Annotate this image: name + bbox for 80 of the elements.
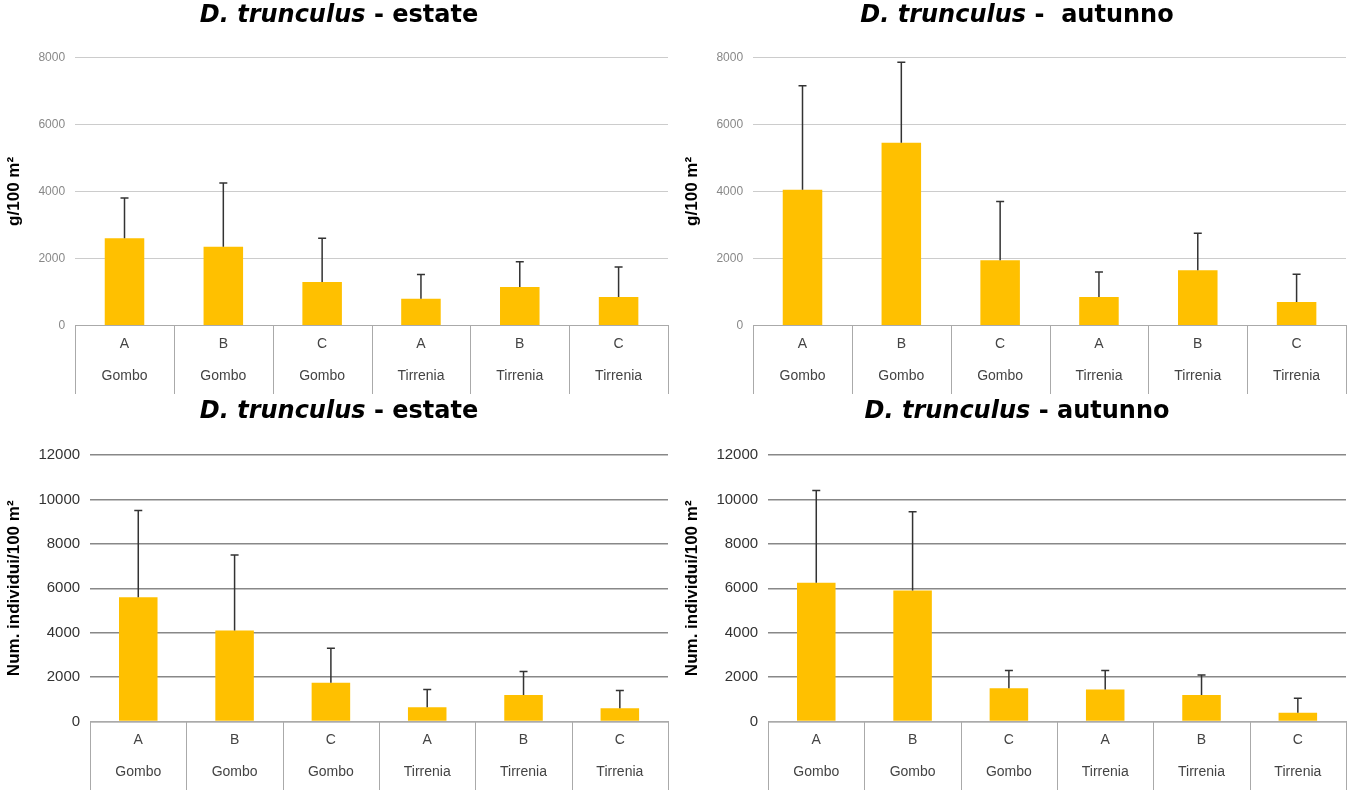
y-axis-title: g/100 m² (681, 156, 701, 226)
y-tick-label: 10000 (38, 489, 81, 507)
bar (302, 281, 342, 326)
y-tick-label: 0 (749, 711, 759, 729)
x-tick-label: B Gombo (889, 730, 936, 779)
x-tick-label: C Gombo (307, 730, 355, 779)
bar (1182, 694, 1221, 721)
bar (215, 630, 254, 721)
x-tick-label: A Gombo (793, 730, 840, 779)
chart-title: D. trunculus - autunno (863, 396, 1171, 426)
x-tick-label: C Gombo (977, 334, 1024, 383)
y-axis-title: Num. individui/100 m² (3, 500, 23, 677)
y-tick-label: 0 (71, 711, 81, 729)
bar (407, 707, 447, 721)
bar (881, 142, 922, 326)
x-tick-label: A Tirrenia (403, 730, 451, 779)
y-tick-label: 0 (736, 317, 744, 332)
x-tick-label: C Tirrenia (1273, 334, 1321, 383)
y-tick-label: 6000 (38, 116, 66, 131)
y-tick-label: 6000 (716, 116, 744, 131)
bar (500, 287, 540, 326)
y-tick-label: 0 (58, 317, 66, 332)
y-tick-label: 8000 (724, 534, 759, 552)
x-tick-label: A Gombo (115, 730, 162, 779)
bar (401, 298, 441, 326)
bar (1278, 712, 1318, 721)
y-tick-label: 12000 (716, 445, 759, 463)
x-tick-label: A Tirrenia (1075, 334, 1123, 383)
bar (797, 582, 836, 721)
bar (1079, 297, 1119, 326)
bar (203, 246, 244, 326)
bar (311, 682, 351, 721)
y-tick-label: 2000 (716, 250, 744, 265)
y-tick-label: 6000 (46, 578, 81, 596)
y-tick-label: 4000 (716, 183, 744, 198)
y-tick-label: 10000 (716, 489, 759, 507)
chart-title: D. trunculus - autunno (859, 0, 1175, 30)
bar (1085, 689, 1125, 721)
x-tick-label: B Gombo (878, 334, 925, 383)
x-tick-label: C Tirrenia (1274, 730, 1322, 779)
x-tick-label: B Gombo (211, 730, 258, 779)
bar (504, 694, 543, 721)
x-tick-label: C Gombo (985, 730, 1033, 779)
bar (893, 590, 932, 721)
y-tick-label: 2000 (38, 250, 66, 265)
chart-title: D. trunculus - estate (198, 396, 480, 426)
y-tick-label: 4000 (724, 622, 759, 640)
y-tick-label: 8000 (46, 534, 81, 552)
x-tick-label: A Gombo (101, 334, 148, 383)
y-tick-label: 8000 (716, 49, 744, 64)
x-tick-label: A Tirrenia (397, 334, 445, 383)
bar (980, 260, 1020, 326)
y-tick-label: 2000 (46, 667, 81, 685)
bar (1178, 270, 1218, 326)
bar (1276, 302, 1317, 326)
y-tick-label: 4000 (38, 183, 66, 198)
x-tick-label: B Gombo (200, 334, 247, 383)
y-axis-title: Num. individui/100 m² (681, 500, 701, 677)
y-tick-label: 6000 (724, 578, 759, 596)
y-tick-label: 4000 (46, 622, 81, 640)
y-axis-title: g/100 m² (3, 156, 23, 226)
x-tick-label: C Tirrenia (595, 334, 643, 383)
y-tick-label: 2000 (724, 667, 759, 685)
y-tick-label: 8000 (38, 49, 66, 64)
bar (598, 297, 639, 326)
bar (104, 238, 145, 326)
x-tick-label: C Tirrenia (596, 730, 644, 779)
bar (989, 688, 1029, 721)
bar (782, 189, 823, 326)
x-tick-label: A Gombo (779, 334, 826, 383)
x-tick-label: B Tirrenia (1178, 730, 1226, 779)
x-tick-label: A Tirrenia (1081, 730, 1129, 779)
bar (119, 597, 158, 721)
bar (600, 708, 640, 721)
x-tick-label: B Tirrenia (500, 730, 548, 779)
x-tick-label: B Tirrenia (496, 334, 544, 383)
chart-title: D. trunculus - estate (198, 0, 480, 30)
x-tick-label: C Gombo (299, 334, 346, 383)
x-tick-label: B Tirrenia (1174, 334, 1222, 383)
y-tick-label: 12000 (38, 445, 81, 463)
